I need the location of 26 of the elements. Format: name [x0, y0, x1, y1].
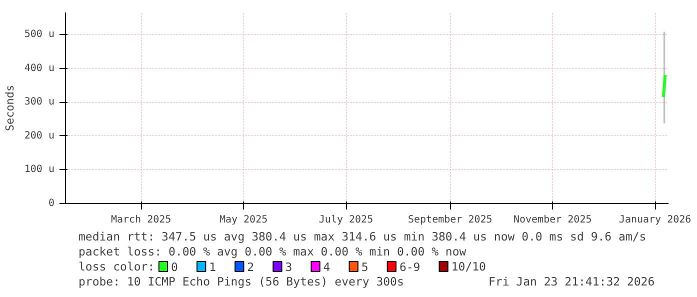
legend-label: 2 — [247, 260, 254, 274]
x-tick-label: July 2025 — [318, 214, 374, 226]
legend-label: 10/10 — [451, 260, 486, 274]
y-tick-label: 300 u — [24, 96, 55, 108]
y-tick-label: 500 u — [24, 28, 55, 40]
y-tick-label: 200 u — [24, 130, 55, 142]
legend-label: 5 — [361, 260, 368, 274]
y-axis-title: Seconds — [3, 84, 16, 132]
legend-label: 4 — [323, 260, 330, 274]
x-tick-label: May 2025 — [219, 214, 268, 226]
x-tick-label: January 2026 — [618, 214, 692, 226]
x-tick-label: March 2025 — [110, 214, 172, 226]
text: Fri Jan 23 21:41:32 2026 — [488, 274, 655, 288]
y-tick-label: 100 u — [24, 164, 55, 176]
text: probe: 10 ICMP Echo Pings (56 Bytes) every 300s — [78, 274, 404, 288]
legend-label: 0 — [171, 260, 178, 274]
text: median rtt: 347.5 us avg 380.4 us max 314.6 us min 380.4 us now 0.0 ms sd 9.6 am/s — [78, 230, 646, 244]
legend-label: 1 — [209, 260, 216, 274]
legend-title: loss color: — [78, 260, 155, 274]
x-tick-label: November 2025 — [513, 214, 592, 226]
legend-label: 6-9 — [399, 260, 420, 274]
text: packet loss: 0.00 % avg 0.00 % max 0.00 % min 0.00 % now — [78, 244, 466, 258]
y-tick-label: 400 u — [24, 62, 55, 74]
y-tick-label: 0 — [48, 198, 55, 209]
x-tick-label: September 2025 — [408, 214, 492, 226]
legend-label: 3 — [285, 260, 292, 274]
